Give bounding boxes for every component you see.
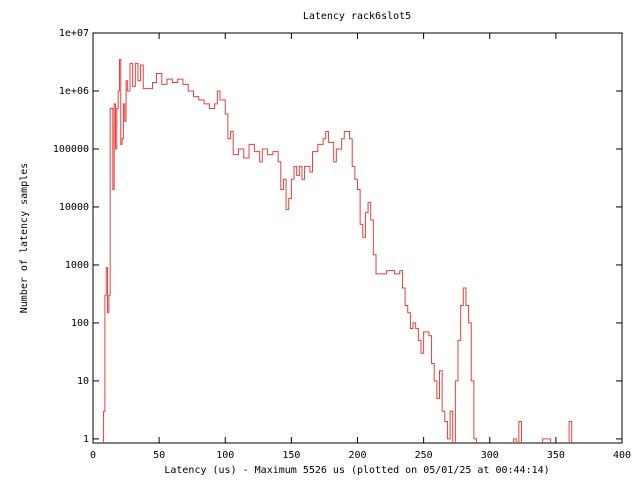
x-tick-label: 0 bbox=[90, 450, 96, 461]
data-line bbox=[103, 58, 454, 443]
y-axis-label: Number of latency samples bbox=[19, 163, 30, 314]
data-line bbox=[568, 420, 573, 443]
y-tick-label: 10 bbox=[77, 376, 89, 387]
x-axis-label: Latency (us) - Maximum 5526 us (plotted … bbox=[164, 465, 549, 476]
y-tick-label: 1e+07 bbox=[59, 28, 89, 39]
y-tick-label: 10000 bbox=[59, 202, 89, 213]
data-line bbox=[542, 438, 552, 443]
x-tick-label: 50 bbox=[153, 450, 165, 461]
x-tick-label: 100 bbox=[216, 450, 234, 461]
data-line bbox=[518, 420, 522, 443]
data-line bbox=[454, 287, 478, 443]
y-tick-label: 1 bbox=[83, 434, 89, 445]
y-tick-label: 1000 bbox=[65, 260, 89, 271]
x-tick-label: 150 bbox=[282, 450, 300, 461]
x-tick-label: 250 bbox=[415, 450, 433, 461]
data-line bbox=[513, 438, 517, 443]
x-tick-label: 200 bbox=[348, 450, 366, 461]
chart-title: Latency rack6slot5 bbox=[303, 11, 411, 22]
plot-frame bbox=[92, 32, 623, 444]
x-tick-label: 400 bbox=[613, 450, 631, 461]
y-tick-label: 100 bbox=[71, 318, 89, 329]
x-tick-label: 350 bbox=[547, 450, 565, 461]
x-tick-label: 300 bbox=[481, 450, 499, 461]
y-tick-label: 100000 bbox=[53, 144, 89, 155]
y-tick-label: 1e+06 bbox=[59, 86, 89, 97]
